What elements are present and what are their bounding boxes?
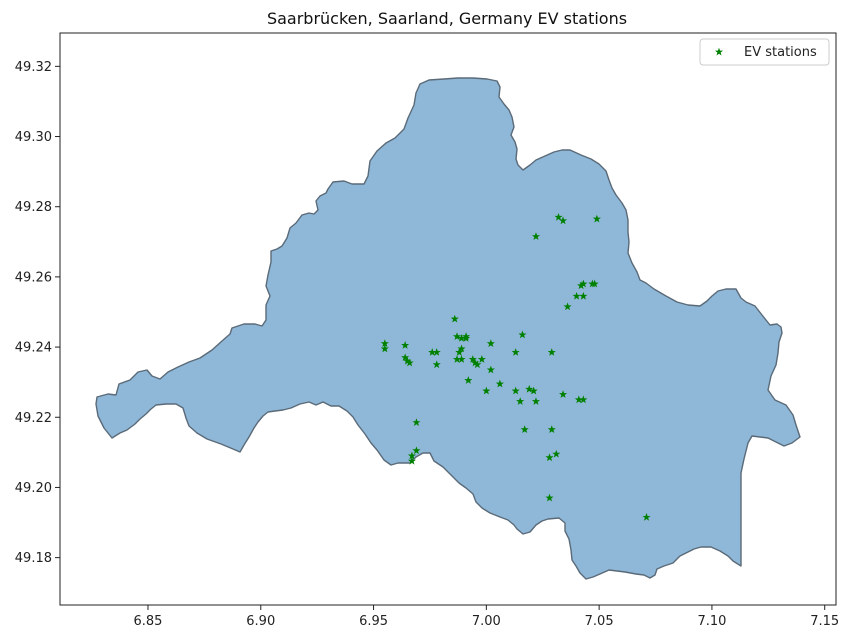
y-tick-label: 49.24 [15, 341, 52, 356]
ev-station-marker [464, 376, 473, 384]
x-tick-label: 6.95 [359, 614, 388, 629]
y-tick-label: 49.30 [15, 130, 52, 145]
ev-station-marker [545, 453, 554, 462]
ev-station-marker [547, 425, 556, 434]
y-tick-label: 49.18 [15, 551, 52, 566]
ev-station-marker [563, 302, 572, 311]
legend-star-marker-icon [714, 47, 724, 56]
x-tick-label: 7.10 [697, 614, 726, 629]
ev-station-marker [579, 291, 588, 300]
ev-station-marker [452, 332, 462, 341]
ev-station-marker [579, 395, 588, 404]
ev-station-marker [572, 291, 581, 300]
ev-station-marker [432, 360, 441, 369]
ev-station-marker [529, 386, 538, 395]
legend-star-marker [714, 47, 724, 56]
ev-station-marker [380, 344, 389, 353]
ev-station-marker [554, 212, 563, 221]
ev-station-marker [405, 358, 414, 367]
ev-station-marker [590, 279, 599, 288]
ev-station-marker [412, 446, 421, 455]
ev-station-marker [401, 353, 410, 362]
ev-station-marker [455, 348, 464, 356]
ev-station-marker [558, 216, 568, 225]
y-tick-label: 49.20 [15, 481, 52, 496]
ev-station-marker [545, 493, 554, 502]
ev-station-marker [547, 348, 556, 356]
x-tick-label: 7.15 [810, 614, 839, 629]
ev-station-marker [511, 386, 520, 395]
ev-station-marker [531, 232, 541, 240]
x-tick-label: 7.00 [472, 614, 501, 629]
x-tick-label: 6.90 [246, 614, 275, 629]
ev-station-marker [407, 456, 416, 465]
ev-station-marker [457, 355, 466, 363]
ev-station-marker [457, 344, 466, 353]
y-tick-label: 49.22 [15, 411, 52, 426]
x-tick-label: 6.85 [134, 614, 163, 629]
axes-frame [59, 32, 837, 606]
chart-title: Saarbrücken, Saarland, Germany EV statio… [267, 9, 627, 28]
y-tick-label: 49.28 [15, 200, 52, 215]
ev-station-marker [520, 425, 529, 434]
ev-station-marker [412, 418, 421, 426]
ev-station-marker [486, 339, 495, 348]
x-tick-label: 7.05 [585, 614, 614, 629]
ev-station-marker [516, 397, 525, 405]
legend: EV stations [699, 38, 830, 66]
ev-station-marker [482, 386, 491, 395]
legend-label: EV stations [744, 45, 817, 60]
y-tick-label: 49.32 [15, 60, 52, 75]
ev-station-marker [579, 279, 588, 288]
ev-station-marker [531, 397, 541, 405]
ev-station-marker [471, 358, 480, 367]
ev-station-marker [525, 384, 534, 393]
ev-station-marker [511, 348, 520, 356]
y-tick-label: 49.26 [15, 270, 52, 285]
ev-station-markers [380, 212, 651, 521]
ev-station-marker [495, 379, 504, 388]
ev-station-marker [486, 365, 495, 374]
saarbruecken-boundary [95, 77, 801, 580]
ev-station-marker [432, 348, 441, 356]
x-axis: 6.85 6.90 6.95 7.00 7.05 7.10 7.15 [134, 605, 839, 629]
ev-station-marker [552, 449, 561, 458]
legend-box [699, 38, 830, 66]
ev-station-marker [558, 390, 568, 398]
ev-station-marker [401, 341, 410, 349]
ev-station-marker [518, 330, 527, 339]
ev-station-marker [642, 512, 651, 521]
ev-station-marker [461, 334, 471, 342]
ev-station-marker [477, 355, 486, 363]
y-axis: 49.18 49.20 49.22 49.24 49.26 49.28 49.30 49.32 [15, 60, 60, 566]
ev-station-marker [468, 355, 477, 363]
ev-station-marker [592, 214, 601, 223]
ev-station-marker [450, 314, 459, 323]
